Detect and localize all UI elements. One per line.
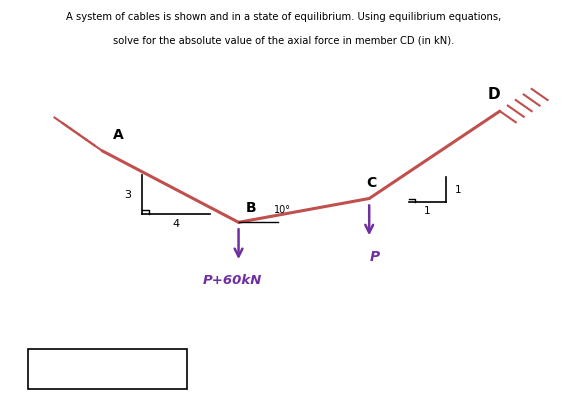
Text: P: P <box>370 250 380 264</box>
Text: 10°: 10° <box>274 205 291 215</box>
Text: solve for the absolute value of the axial force in member CD (in kN).: solve for the absolute value of the axia… <box>113 36 455 46</box>
Text: A: A <box>112 128 123 142</box>
Bar <box>28 349 187 389</box>
Text: A system of cables is shown and in a state of equilibrium. Using equilibrium equ: A system of cables is shown and in a sta… <box>66 12 502 22</box>
Text: 3: 3 <box>124 189 131 200</box>
Text: B: B <box>245 201 256 215</box>
Text: C: C <box>366 176 377 190</box>
Text: D: D <box>487 87 500 102</box>
Text: P+60kN: P+60kN <box>203 274 262 287</box>
Text: 1: 1 <box>455 185 462 195</box>
Text: 4: 4 <box>173 219 179 229</box>
Text: 1: 1 <box>424 206 431 216</box>
